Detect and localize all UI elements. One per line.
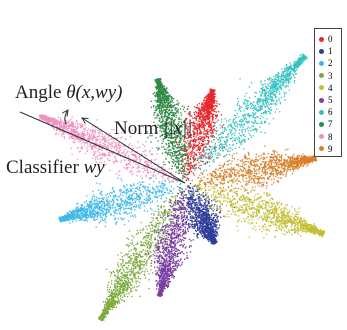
legend-marker xyxy=(319,85,324,91)
legend-item: 0 xyxy=(315,33,341,45)
legend-label: 8 xyxy=(328,131,333,142)
legend-label: 5 xyxy=(328,95,333,106)
cluster-class-2 xyxy=(58,175,182,228)
classifier-symbol: wy xyxy=(83,157,105,178)
legend-marker xyxy=(319,109,324,115)
classifier-annotation: Classifier wy xyxy=(6,158,105,177)
classifier-prefix: Classifier xyxy=(6,157,84,178)
classifier-vector xyxy=(19,111,186,184)
norm-annotation: Norm ||x|| xyxy=(114,119,192,138)
legend-marker xyxy=(319,36,324,42)
legend-label: 0 xyxy=(328,34,333,45)
angle-prefix: Angle xyxy=(15,82,67,103)
cluster-class-4 xyxy=(189,177,325,239)
legend-marker xyxy=(319,60,324,66)
legend-marker xyxy=(319,73,324,79)
legend-label: 9 xyxy=(328,143,333,154)
legend-item: 2 xyxy=(315,57,341,69)
legend-item: 4 xyxy=(315,82,341,94)
legend-item: 1 xyxy=(315,45,341,57)
cluster-class-7 xyxy=(146,77,198,182)
norm-arrow xyxy=(82,118,186,184)
class-clusters xyxy=(38,53,325,322)
legend-marker xyxy=(319,146,324,152)
cluster-class-6 xyxy=(187,53,308,179)
angle-symbol: θ xyxy=(66,82,76,103)
legend-label: 6 xyxy=(328,107,333,118)
legend-label: 1 xyxy=(328,46,333,57)
legend-marker xyxy=(319,97,324,103)
cluster-class-5 xyxy=(145,187,195,297)
legend-marker xyxy=(319,48,324,54)
legend-label: 3 xyxy=(328,70,333,81)
legend-marker xyxy=(319,134,324,140)
legend-item: 3 xyxy=(315,70,341,82)
legend-item: 6 xyxy=(315,106,341,118)
legend-item: 7 xyxy=(315,118,341,130)
angle-annotation: Angle θ(x,wy) xyxy=(15,83,122,102)
legend-item: 5 xyxy=(315,94,341,106)
annotation-vectors xyxy=(19,110,186,184)
legend-item: 8 xyxy=(315,131,341,143)
angle-args: (x,wy) xyxy=(75,82,123,103)
cluster-class-1 xyxy=(174,182,236,245)
angle-arc xyxy=(65,110,68,125)
legend-marker xyxy=(319,121,324,127)
cluster-class-9 xyxy=(191,141,318,206)
legend-label: 2 xyxy=(328,58,333,69)
legend-label: 4 xyxy=(328,82,333,93)
legend-label: 7 xyxy=(328,119,333,130)
cluster-class-0 xyxy=(175,88,229,181)
norm-symbol: ||x|| xyxy=(163,118,193,139)
norm-prefix: Norm xyxy=(114,118,164,139)
legend-item: 9 xyxy=(315,143,341,155)
